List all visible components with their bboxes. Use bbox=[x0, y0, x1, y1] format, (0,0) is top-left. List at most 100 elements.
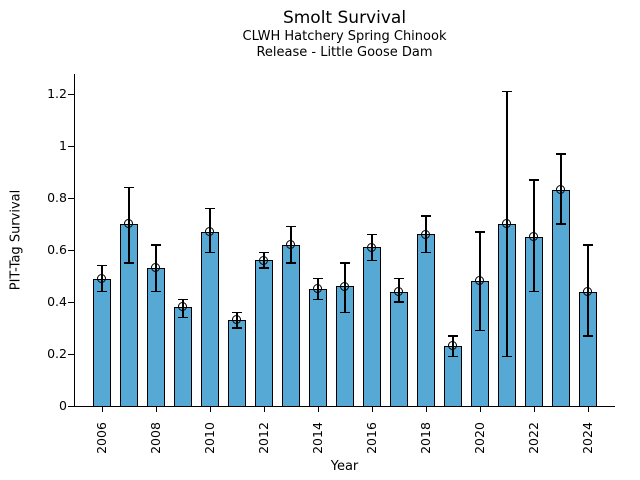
error-bar-cap-top bbox=[448, 335, 458, 337]
bar bbox=[93, 278, 111, 407]
error-bar-cap-top bbox=[205, 207, 215, 210]
y-axis-tick bbox=[68, 353, 74, 355]
bar bbox=[309, 289, 327, 407]
title-block: Smolt Survival CLWH Hatchery Spring Chin… bbox=[74, 8, 615, 60]
error-bar-cap-bottom bbox=[529, 290, 539, 293]
bar bbox=[174, 307, 192, 407]
data-point-marker bbox=[124, 219, 134, 229]
error-bar-cap-top bbox=[340, 262, 350, 264]
error-bar-cap-bottom bbox=[502, 355, 512, 358]
y-axis-tick bbox=[68, 93, 74, 95]
x-axis-tick bbox=[587, 407, 589, 412]
y-tick-label: 0.8 bbox=[47, 189, 67, 205]
data-point-marker bbox=[502, 219, 512, 229]
data-point-marker bbox=[583, 286, 593, 296]
error-bar-cap-top bbox=[151, 244, 161, 246]
error-bar-cap-top bbox=[259, 251, 269, 254]
x-tick-label: 2012 bbox=[255, 422, 271, 454]
x-tick-label: 2020 bbox=[471, 422, 487, 454]
x-axis-tick bbox=[155, 407, 157, 412]
x-axis-tick bbox=[101, 407, 103, 412]
error-bar-cap-bottom bbox=[583, 335, 593, 337]
data-point-marker bbox=[556, 185, 566, 195]
x-tick-label: 2024 bbox=[579, 422, 595, 454]
plot-area: 0 0.2 0.4 0.6 0.8 1 1.2 2006 2008 2010 2012 2014 201… bbox=[47, 74, 615, 454]
data-point-marker bbox=[259, 255, 269, 265]
y-tick-label: 0.2 bbox=[47, 345, 67, 361]
x-axis-tick bbox=[263, 407, 265, 412]
bar bbox=[255, 260, 273, 407]
x-axis-tick bbox=[533, 407, 535, 412]
x-axis-tick bbox=[209, 407, 211, 412]
data-point-marker bbox=[178, 302, 188, 312]
error-bar-cap-top bbox=[97, 264, 107, 267]
data-point-marker bbox=[205, 226, 215, 236]
x-axis-tick bbox=[425, 407, 427, 412]
error-bar-cap-bottom bbox=[556, 223, 566, 225]
error-bar-cap-top bbox=[367, 233, 377, 236]
error-bar-cap-bottom bbox=[286, 262, 296, 264]
y-axis-tick bbox=[68, 301, 74, 303]
chart-title: Smolt Survival bbox=[282, 8, 407, 28]
x-axis-tick bbox=[371, 407, 373, 412]
bar bbox=[228, 320, 246, 407]
y-tick-label: 0 bbox=[59, 397, 67, 413]
data-point-marker bbox=[151, 263, 161, 273]
x-tick-label: 2014 bbox=[309, 422, 325, 454]
bar bbox=[363, 247, 381, 407]
error-bar-cap-bottom bbox=[259, 267, 269, 269]
x-axis-tick bbox=[317, 407, 319, 412]
error-bar-cap-top bbox=[475, 231, 485, 233]
data-point-marker bbox=[340, 281, 350, 291]
error-bar-cap-bottom bbox=[448, 355, 458, 358]
error-bar-cap-bottom bbox=[421, 251, 431, 254]
y-axis-tick bbox=[68, 197, 74, 199]
bar bbox=[201, 231, 219, 407]
error-bar-cap-top bbox=[556, 153, 566, 155]
error-bar-cap-top bbox=[313, 277, 323, 280]
data-point-marker bbox=[529, 232, 539, 242]
error-bar-cap-bottom bbox=[124, 262, 134, 264]
x-tick-label: 2008 bbox=[147, 422, 163, 454]
error-bar-cap-bottom bbox=[97, 290, 107, 293]
error-bar-cap-top bbox=[502, 90, 512, 93]
x-axis-tick bbox=[479, 407, 481, 412]
y-tick-label: 0.4 bbox=[47, 293, 67, 309]
x-tick-label: 2006 bbox=[93, 422, 109, 454]
x-tick-label: 2022 bbox=[525, 422, 541, 454]
error-bar-cap-top bbox=[421, 215, 431, 217]
data-point-marker bbox=[97, 273, 107, 283]
data-point-marker bbox=[421, 229, 431, 239]
y-axis-tick bbox=[68, 145, 74, 147]
error-bar-cap-top bbox=[583, 244, 593, 246]
data-point-marker bbox=[313, 284, 323, 294]
error-bar-cap-bottom bbox=[340, 311, 350, 314]
y-axis-tick bbox=[68, 249, 74, 251]
x-tick-label: 2010 bbox=[201, 422, 217, 454]
data-point-marker bbox=[286, 239, 296, 249]
data-point-marker bbox=[448, 341, 458, 351]
error-bar-cap-top bbox=[178, 298, 188, 301]
error-bar-cap-bottom bbox=[232, 327, 242, 329]
error-bar-cap-top bbox=[232, 311, 242, 314]
y-tick-label: 1 bbox=[59, 137, 67, 153]
y-axis-tick bbox=[68, 405, 74, 407]
error-bar-cap-bottom bbox=[394, 301, 404, 303]
data-point-marker bbox=[394, 286, 404, 296]
x-axis-label: Year bbox=[330, 459, 359, 474]
error-bar-cap-top bbox=[529, 179, 539, 181]
x-tick-label: 2018 bbox=[417, 422, 433, 454]
error-bar-cap-bottom bbox=[178, 316, 188, 319]
error-bar-cap-bottom bbox=[151, 290, 161, 293]
error-bar-cap-bottom bbox=[475, 329, 485, 332]
error-bar-cap-bottom bbox=[313, 298, 323, 301]
y-tick-label: 1.2 bbox=[47, 85, 67, 101]
error-bar-cap-top bbox=[124, 186, 134, 189]
error-bar-cap-bottom bbox=[367, 259, 377, 262]
error-bar-cap-top bbox=[394, 277, 404, 280]
error-bar-cap-bottom bbox=[205, 251, 215, 254]
chart-subtitle-line2: Release - Little Goose Dam bbox=[256, 44, 433, 60]
error-bar-cap-top bbox=[286, 225, 296, 228]
chart-subtitle-line1: CLWH Hatchery Spring Chinook bbox=[242, 29, 447, 45]
